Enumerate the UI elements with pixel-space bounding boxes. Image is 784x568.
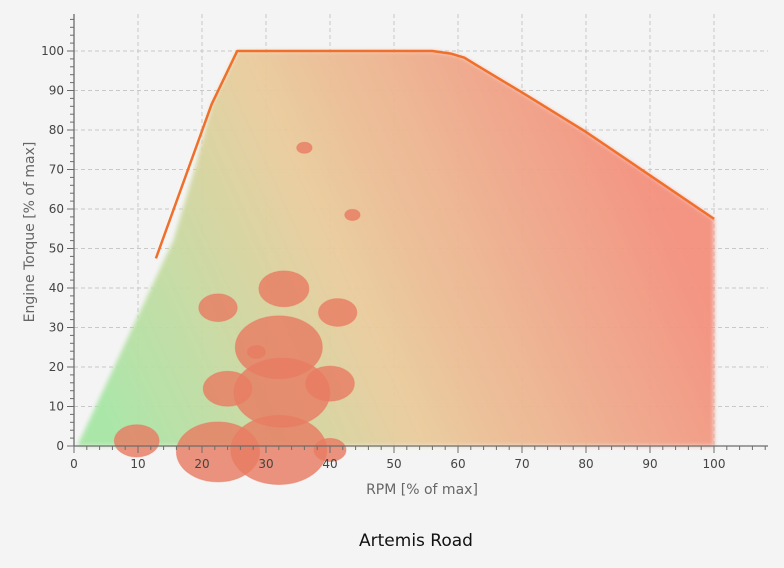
operating-point [317, 298, 358, 327]
max-torque-curve [154, 49, 715, 259]
operating-region-fill [77, 51, 714, 446]
operating-point [296, 141, 313, 154]
operating-point [234, 315, 323, 380]
x-axis-title: RPM [% of max] [366, 482, 478, 498]
operating-point [258, 270, 310, 308]
axes: 0 10 20 30 40 50 60 70 80 90 100 0 10 20 30 40 50 60 70 80… [41, 14, 768, 471]
operating-point [305, 365, 355, 402]
x-tick-label: 10 [130, 457, 145, 471]
y-tick-label: 50 [49, 242, 64, 256]
y-axis-title: Engine Torque [% of max] [22, 142, 38, 323]
operating-point [246, 345, 266, 359]
y-tick-label: 30 [49, 321, 64, 335]
operating-point [113, 424, 160, 458]
x-tick-label: 80 [578, 457, 593, 471]
y-tick-label: 60 [49, 202, 64, 216]
x-tick-label: 50 [386, 457, 401, 471]
y-tick-label: 40 [49, 281, 64, 295]
x-tick-label: 30 [258, 457, 273, 471]
operating-points [113, 141, 361, 486]
y-tick-label: 70 [49, 163, 64, 177]
x-tick-label: 20 [194, 457, 209, 471]
max-torque-line [154, 49, 715, 259]
operating-region [77, 51, 714, 446]
x-tick-label: 90 [642, 457, 657, 471]
x-tick-label: 0 [70, 457, 78, 471]
x-tick-label: 60 [450, 457, 465, 471]
x-tick-label: 70 [514, 457, 529, 471]
x-axis-ticks: 0 10 20 30 40 50 60 70 80 90 100 [70, 446, 766, 471]
chart-title: Artemis Road [359, 531, 473, 551]
operating-point [198, 293, 238, 323]
x-tick-label: 40 [322, 457, 337, 471]
x-tick-label: 100 [703, 457, 726, 471]
y-tick-label: 10 [49, 400, 64, 414]
y-tick-label: 20 [49, 360, 64, 374]
y-axis-ticks: 0 10 20 30 40 50 60 70 80 90 100 [41, 18, 74, 453]
y-tick-label: 90 [49, 84, 64, 98]
y-tick-label: 0 [56, 439, 64, 453]
operating-point [344, 208, 361, 221]
y-tick-label: 100 [41, 44, 64, 58]
y-tick-label: 80 [49, 123, 64, 137]
